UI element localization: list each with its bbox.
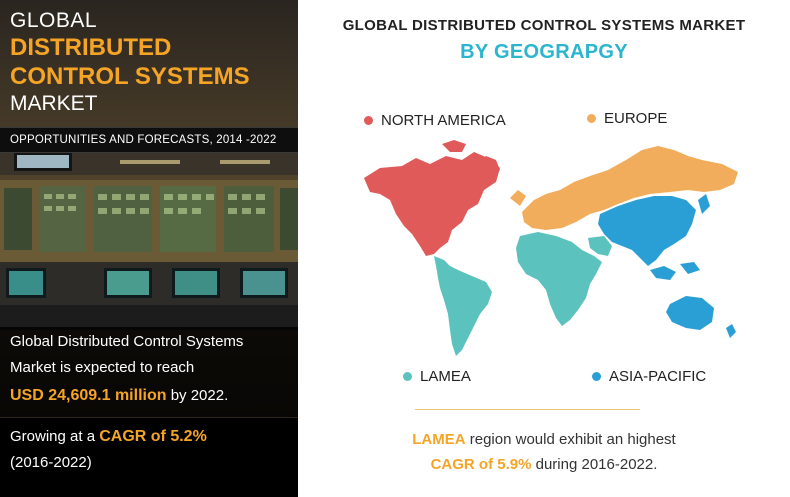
title-control-systems: CONTROL SYSTEMS: [10, 63, 250, 90]
legend-label: NORTH AMERICA: [381, 112, 506, 129]
south-america-region: [434, 256, 492, 356]
legend-lamea: LAMEA: [403, 368, 471, 385]
title-distributed: DISTRIBUTED: [10, 34, 172, 61]
legend-europe: EUROPE: [587, 110, 667, 127]
legend-asia-pacific: ASIA-PACIFIC: [592, 368, 706, 385]
market-size-box: Global Distributed Control Systems Marke…: [0, 327, 298, 417]
asia-pacific-dot: [592, 372, 601, 381]
control-room-photo: [0, 0, 298, 497]
title-global: GLOBAL: [10, 9, 98, 32]
stat-line-2: Market is expected to reach: [10, 359, 195, 376]
growth-line: Growing at a CAGR of 5.2%: [10, 428, 207, 446]
map-subtitle: BY GEOGRAPGY: [460, 41, 628, 63]
europe-region: [522, 146, 738, 230]
legend-label: ASIA-PACIFIC: [609, 368, 707, 385]
north-america-region: [364, 152, 500, 256]
australia-region: [666, 296, 714, 330]
growth-prefix: Growing at a: [10, 428, 96, 445]
title-market: MARKET: [10, 92, 98, 115]
note-line-1: LAMEA region would exhibit an highest: [298, 431, 790, 448]
stat-line-1: Global Distributed Control Systems: [10, 333, 244, 350]
forecast-text: OPPORTUNITIES AND FORECASTS, 2014 -2022: [10, 134, 277, 146]
legend-label: LAMEA: [420, 368, 471, 385]
note-line-2: CAGR of 5.9% during 2016-2022.: [298, 456, 790, 473]
note-region: LAMEA: [412, 431, 466, 448]
left-panel: GLOBAL DISTRIBUTED CONTROL SYSTEMS MARKE…: [0, 0, 298, 497]
note-text-1: region would exhibit an highest: [469, 431, 676, 448]
north-america-dot: [364, 116, 373, 125]
note-text-2: during 2016-2022.: [535, 456, 658, 473]
note-cagr: CAGR of 5.9%: [430, 456, 532, 473]
africa-region: [516, 232, 602, 326]
forecast-banner: OPPORTUNITIES AND FORECASTS, 2014 -2022: [0, 127, 298, 153]
console-screens: [0, 262, 298, 307]
world-map: [364, 140, 738, 356]
market-value-suffix: by 2022.: [170, 387, 229, 404]
legend-label: EUROPE: [604, 110, 668, 127]
section-divider: [415, 409, 640, 410]
map-title: GLOBAL DISTRIBUTED CONTROL SYSTEMS MARKE…: [342, 17, 746, 34]
lamea-dot: [403, 372, 412, 381]
legend-north-america: NORTH AMERICA: [364, 112, 506, 129]
asia-region: [598, 196, 696, 266]
report-title: GLOBAL DISTRIBUTED CONTROL SYSTEMS MARKE…: [10, 8, 250, 117]
growth-period: (2016-2022): [10, 454, 92, 471]
market-value: USD 24,609.1 million: [10, 387, 167, 404]
growth-box: Growing at a CAGR of 5.2% (2016-2022): [0, 418, 298, 497]
europe-dot: [587, 114, 596, 123]
stat-value-line: USD 24,609.1 million by 2022.: [10, 387, 228, 405]
growth-cagr: CAGR of 5.2%: [99, 428, 207, 445]
